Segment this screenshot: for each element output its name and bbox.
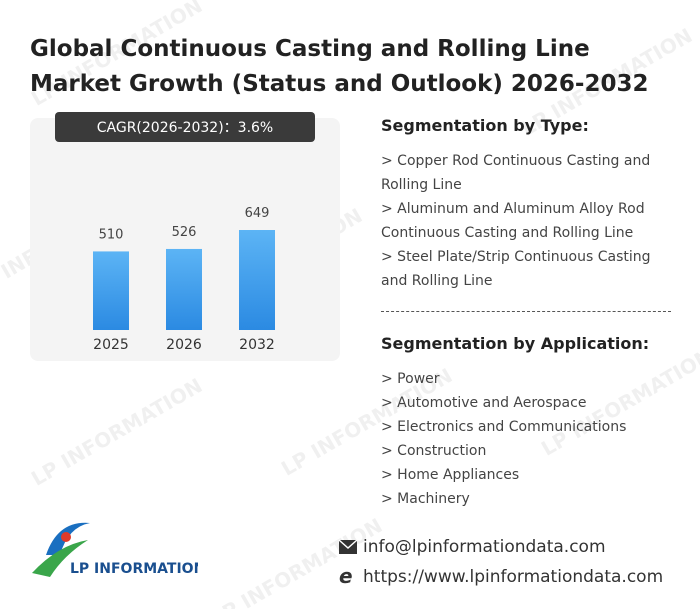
segment-item: > Home Appliances [381,467,520,483]
x-tick-label: 2026 [166,337,202,353]
application-segment: Segmentation by Application: > Power > Au… [381,334,676,511]
value-label: 649 [245,206,270,221]
segment-title: Segmentation by Type: [381,116,589,135]
value-label: 510 [99,227,124,242]
cagr-label: CAGR(2026-2032)：3.6% [97,120,273,136]
bar [239,230,275,330]
chart: CAGR(2026-2032)：3.6% 510 2025 526 2026 649 20… [30,112,340,361]
cagr-box [55,112,315,142]
segment-title: Segmentation by Application: [381,334,650,353]
logo: LP INFORMATION [32,522,198,577]
segment-item: > Electronics and Communications [381,419,627,435]
divider [381,311,671,312]
type-segment: Segmentation by Type: > Copper Rod Conti… [381,116,676,293]
segment-item: > Aluminum and Aluminum Alloy Rod Contin… [381,201,645,241]
web-icon: e [339,564,353,588]
bar [93,251,129,330]
watermark: LP INFORMATION [206,513,387,609]
segment-item: > Copper Rod Continuous Casting and Roll… [381,153,651,193]
segment-item: > Machinery [381,491,470,507]
email-icon [338,539,358,554]
x-tick-label: 2025 [93,337,129,353]
title: Global Continuous Casting and Rolling Li… [30,36,649,97]
x-tick-label: 2032 [239,337,275,353]
logo-text: LP INFORMATION [70,561,198,577]
website: https://www.lpinformationdata.com [363,567,664,587]
watermark: LP INFORMATION [26,373,207,491]
bar [166,248,202,330]
value-label: 526 [172,225,197,240]
email: info@lpinformationdata.com [363,537,606,557]
segment-item: > Construction [381,443,487,459]
segment-item: > Steel Plate/Strip Continuous Casting a… [381,249,651,289]
segment-item: > Automotive and Aerospace [381,395,587,411]
segment-item: > Power [381,371,440,387]
